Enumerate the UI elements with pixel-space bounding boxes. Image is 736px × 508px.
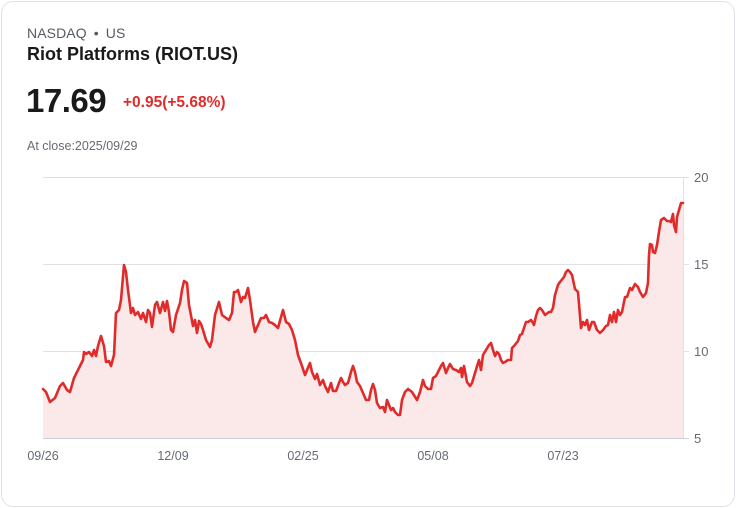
x-axis-labels: 09/26 12/09 02/25 05/08 07/23: [27, 449, 578, 463]
y-tick-label: 20: [694, 170, 708, 185]
x-tick-label: 07/23: [547, 449, 578, 463]
y-tick-label: 10: [694, 344, 708, 359]
x-tick-label: 12/09: [157, 449, 188, 463]
y-axis-labels: 5 10 15 20: [694, 170, 708, 446]
x-tick-label: 09/26: [27, 449, 58, 463]
exchange-name: NASDAQ: [27, 25, 87, 41]
y-tick-label: 15: [694, 257, 708, 272]
close-date: At close:2025/09/29: [27, 139, 138, 153]
x-tick-label: 05/08: [417, 449, 448, 463]
current-price: 17.69: [26, 82, 107, 119]
price-area-fill: [43, 203, 683, 438]
x-tick-label: 02/25: [287, 449, 318, 463]
exchange-line: NASDAQ • US: [27, 25, 125, 41]
market-name: US: [105, 25, 126, 41]
price-line: [41, 201, 685, 417]
stock-title: Riot Platforms (RIOT.US): [27, 44, 239, 64]
separator-dot: •: [93, 25, 99, 41]
y-tick-label: 5: [694, 431, 701, 446]
price-change: +0.95(+5.68%): [123, 94, 226, 111]
